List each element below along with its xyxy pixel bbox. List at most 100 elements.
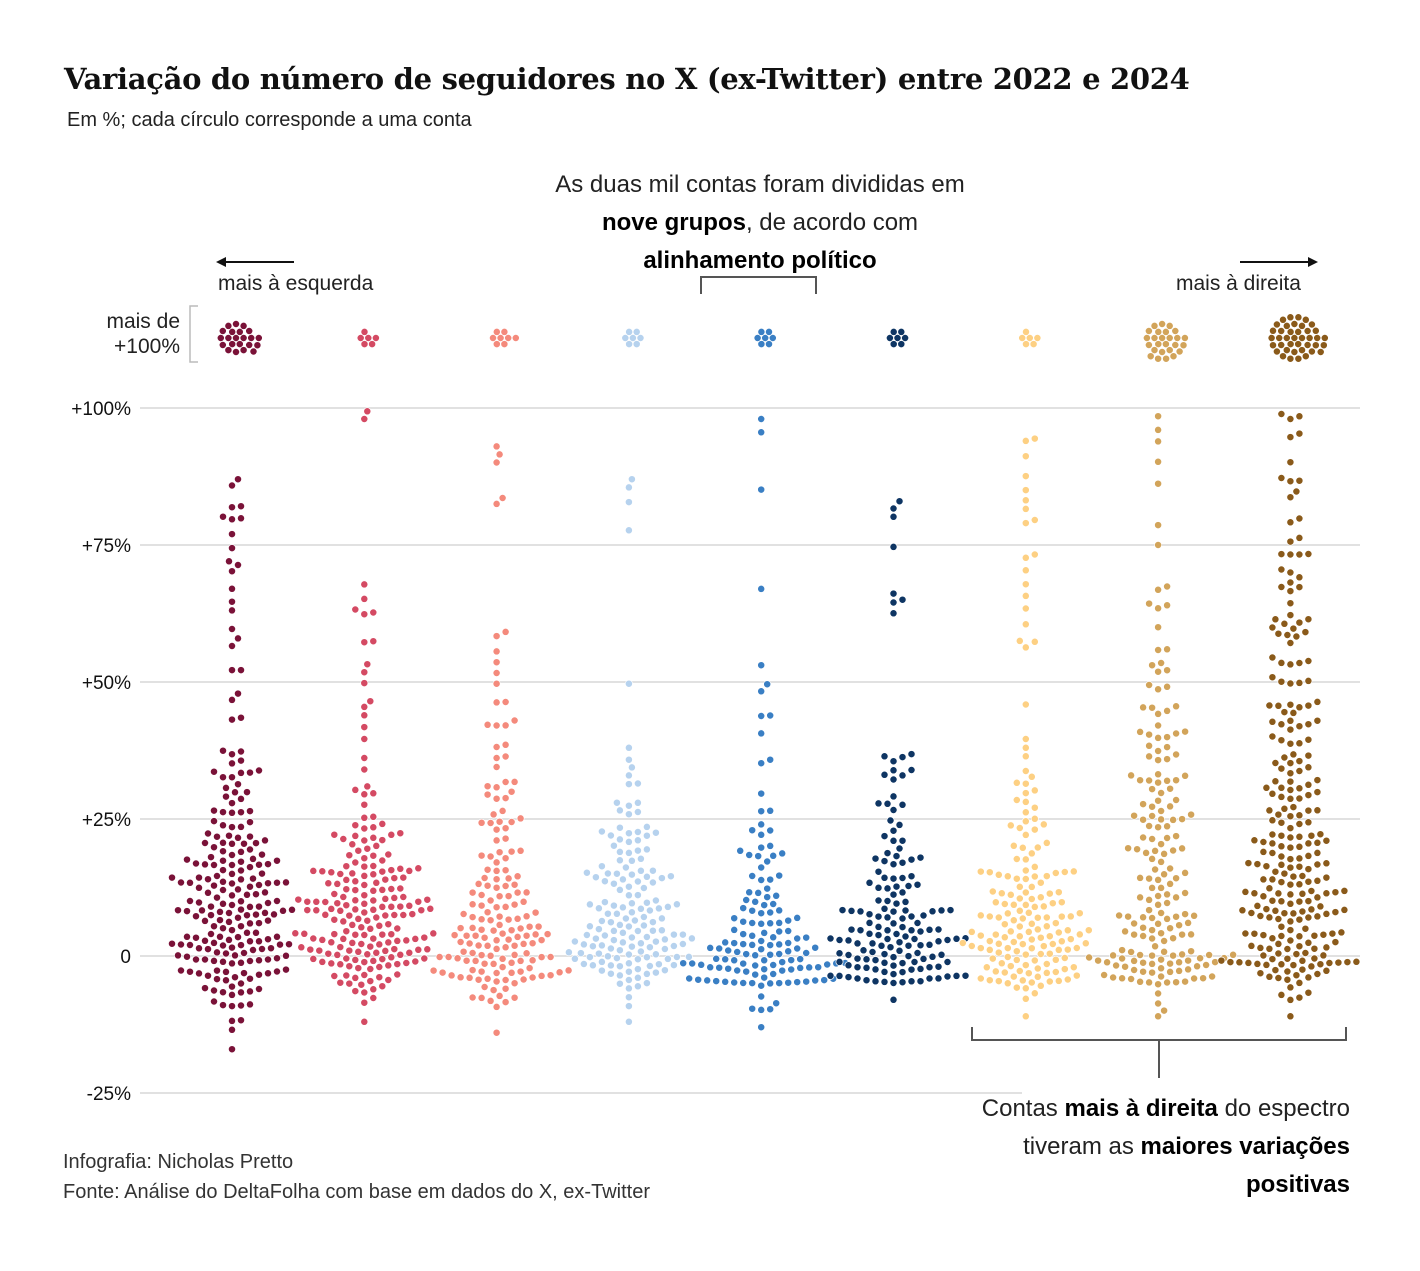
account-dot (396, 829, 405, 838)
account-dot (1277, 922, 1286, 931)
account-dot (1313, 860, 1322, 869)
swarm-group-4 (564, 327, 696, 1026)
account-dot (1148, 802, 1157, 811)
account-dot (763, 893, 772, 902)
account-dot (865, 878, 874, 887)
account-dot (492, 743, 501, 751)
account-dot (1145, 822, 1154, 830)
account-dot (615, 847, 624, 856)
account-dot (1130, 811, 1139, 820)
account-dot (766, 908, 775, 917)
account-dot (1277, 410, 1286, 418)
account-dot (1136, 776, 1145, 785)
account-dot (1021, 797, 1030, 806)
account-dot (234, 561, 242, 569)
account-dot (438, 968, 447, 977)
account-dot (480, 959, 489, 968)
account-dot (916, 853, 925, 862)
account-dot (847, 906, 856, 915)
account-dot (654, 904, 663, 913)
account-dot (369, 985, 378, 994)
account-dot (237, 958, 245, 967)
account-dot (1027, 919, 1036, 928)
account-dot (778, 966, 787, 975)
account-dot (757, 1023, 766, 1032)
account-dot (381, 946, 390, 955)
overflow-label-line1: mais de (106, 310, 180, 333)
bracket-top (700, 276, 817, 294)
account-dot (862, 963, 871, 972)
account-dot (1154, 721, 1163, 730)
overflow-dot (356, 334, 365, 342)
account-dot (766, 979, 775, 988)
account-dot (528, 973, 537, 982)
account-dot (745, 851, 754, 859)
account-dot (1030, 434, 1039, 443)
account-dot (495, 892, 504, 901)
account-dot (793, 934, 802, 943)
account-dot (895, 938, 904, 947)
account-dot (468, 888, 477, 897)
account-dot (976, 974, 985, 983)
account-dot (1009, 938, 1018, 946)
account-dot (994, 913, 1003, 922)
account-dot (883, 884, 892, 893)
account-dot (390, 945, 399, 954)
account-dot (237, 857, 245, 866)
account-dot (1021, 817, 1030, 826)
account-dot (748, 1004, 757, 1013)
account-dot (501, 882, 510, 890)
account-dot (393, 924, 402, 933)
account-dot (1157, 815, 1166, 824)
account-dot (255, 902, 263, 911)
account-dot (1313, 848, 1322, 857)
account-dot (360, 824, 369, 833)
account-dot (1030, 814, 1039, 823)
account-dot (486, 819, 495, 827)
account-dot (534, 922, 543, 931)
overflow-dot (492, 340, 501, 349)
overflow-dot (247, 334, 256, 342)
account-dot (706, 963, 715, 972)
account-dot (925, 940, 934, 949)
account-dot (1054, 976, 1063, 985)
account-dot (492, 763, 501, 771)
account-dot (1136, 951, 1145, 959)
account-dot (237, 666, 245, 675)
account-dot (204, 875, 212, 884)
account-dot (546, 953, 555, 961)
account-dot (255, 919, 263, 928)
account-dot (498, 929, 507, 938)
overflow-dot (368, 340, 377, 349)
account-dot (219, 886, 227, 894)
account-dot (501, 824, 510, 833)
account-dot (615, 979, 624, 988)
account-dot (985, 945, 994, 954)
account-dot (769, 961, 778, 969)
account-dot (492, 866, 501, 875)
account-dot (1268, 732, 1277, 741)
account-dot (228, 759, 236, 768)
account-dot (901, 906, 910, 915)
account-dot (378, 930, 387, 939)
account-dot (739, 917, 748, 926)
account-dot (1250, 836, 1259, 845)
annotation-right-text-2: do espectro tiveram as (1023, 1095, 1350, 1160)
account-dot (237, 905, 245, 914)
account-dot (757, 729, 766, 738)
account-dot (600, 931, 609, 940)
account-dot (775, 950, 784, 958)
account-dot (1118, 946, 1127, 955)
account-dot (739, 959, 748, 968)
account-dot (495, 991, 504, 1000)
overflow-dot (1158, 348, 1167, 356)
account-dot (1322, 966, 1331, 975)
overflow-dot (1162, 354, 1171, 363)
account-dot (345, 979, 354, 988)
account-dot (369, 637, 378, 646)
account-dot (1274, 810, 1283, 819)
account-dot (624, 837, 633, 846)
account-dot (183, 907, 191, 916)
account-dot (384, 976, 393, 984)
account-dot (916, 964, 925, 973)
